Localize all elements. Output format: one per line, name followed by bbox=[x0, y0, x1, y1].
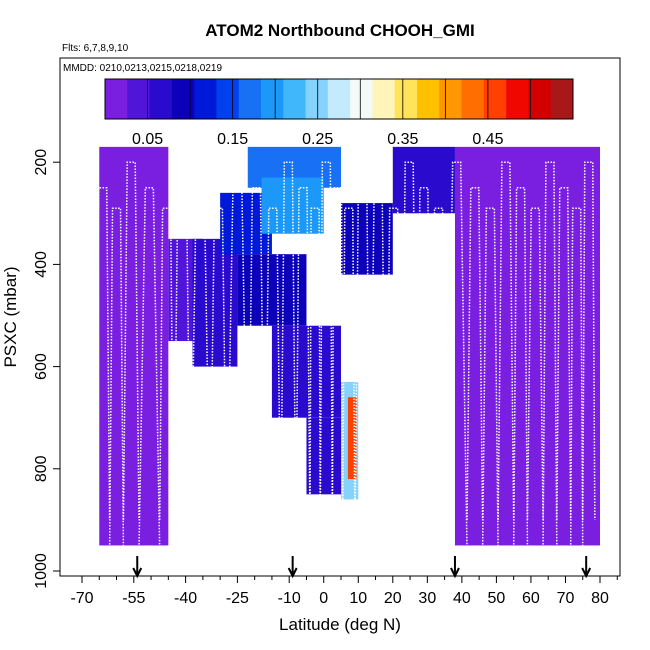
flight-profile-trace bbox=[400, 161, 418, 520]
colorbar-swatch bbox=[550, 79, 574, 119]
heatmap-cell bbox=[271, 325, 341, 418]
flight-profile-trace bbox=[369, 187, 387, 520]
flight-profile-trace bbox=[108, 207, 125, 551]
colorbar-swatch bbox=[238, 79, 262, 119]
flight-profile-trace bbox=[466, 187, 484, 520]
x-tick-label: 0 bbox=[319, 590, 328, 607]
y-tick-label: 600 bbox=[33, 353, 50, 380]
x-axis-label: Latitude (deg N) bbox=[279, 615, 401, 634]
y-tick-label: 200 bbox=[33, 149, 50, 176]
colorbar-swatch bbox=[528, 79, 552, 119]
x-tick-label: 80 bbox=[591, 590, 609, 607]
flight-profile-trace bbox=[481, 207, 499, 551]
colorbar-ticks: 0.05 0.15 0.25 0.35 0.45 bbox=[132, 131, 504, 148]
x-tick-label: -25 bbox=[226, 590, 249, 607]
section-arrows bbox=[132, 556, 592, 579]
x-axis: -70 -55 -40 -25 -10 0 10 20 30 40 50 60 70 80 bbox=[70, 576, 618, 607]
chart-title: ATOM2 Northbound CHOOH_GMI bbox=[205, 21, 474, 40]
flight-profile-trace bbox=[526, 207, 544, 520]
flight-profile-trace bbox=[190, 187, 211, 520]
colorbar-border bbox=[104, 78, 574, 120]
colorbar-swatch bbox=[216, 79, 240, 119]
x-tick-label: -70 bbox=[70, 590, 93, 607]
flight-profile-trace bbox=[512, 187, 529, 551]
flight-profile-trace bbox=[556, 187, 572, 520]
x-tick-label: 40 bbox=[453, 590, 471, 607]
flight-profile-trace bbox=[158, 207, 175, 520]
colorbar-swatch bbox=[305, 79, 329, 119]
colorbar-swatch bbox=[194, 79, 217, 119]
flight-profile-trace bbox=[295, 187, 311, 520]
flight-profile-trace bbox=[247, 187, 266, 551]
flight-profile-trace bbox=[309, 207, 322, 551]
flight-profile-trace bbox=[86, 161, 97, 551]
colorbar-swatch bbox=[417, 79, 440, 119]
colorbar-swatch bbox=[439, 79, 463, 119]
y-tick-label: 1000 bbox=[33, 553, 50, 589]
colorbar-swatch bbox=[461, 79, 485, 119]
flights-label: Flts: 6,7,8,9,10 bbox=[62, 43, 129, 54]
colorbar-swatch bbox=[372, 79, 396, 119]
heatmap-cell bbox=[347, 397, 357, 480]
x-tick-label: 10 bbox=[349, 590, 367, 607]
colorbar-swatch bbox=[171, 79, 195, 119]
colorbar-swatch bbox=[127, 79, 151, 119]
colorbar-swatch bbox=[483, 79, 507, 119]
colorbar-swatch bbox=[506, 79, 529, 119]
heatmap-cell bbox=[306, 417, 341, 495]
dates-label: MMDD: 0210,0213,0215,0218,0219 bbox=[63, 63, 222, 74]
section-arrow bbox=[287, 556, 298, 579]
flight-profile-trace bbox=[569, 207, 584, 551]
plot-frame bbox=[59, 57, 621, 577]
y-axis-label: PSXC (mbar) bbox=[1, 266, 20, 367]
y-tick-label: 400 bbox=[33, 251, 50, 278]
x-tick-label: 20 bbox=[384, 590, 402, 607]
heatmap bbox=[99, 146, 600, 546]
section-arrow bbox=[581, 556, 592, 579]
heatmap-cell bbox=[99, 146, 169, 546]
x-tick-label: 50 bbox=[488, 590, 506, 607]
colorbar-swatch bbox=[327, 79, 351, 119]
x-tick-label: 60 bbox=[522, 590, 540, 607]
section-arrow bbox=[132, 556, 143, 579]
flight-profile-trace bbox=[209, 207, 228, 551]
flight-profiles bbox=[86, 161, 596, 551]
colorbar-tick-label: 0.05 bbox=[132, 131, 163, 148]
heatmap-cell bbox=[237, 254, 307, 326]
colorbar-tick-label: 0.25 bbox=[302, 131, 333, 148]
heatmap-cell bbox=[392, 146, 455, 214]
y-tick-label: 800 bbox=[33, 455, 50, 482]
flight-profile-trace bbox=[172, 161, 192, 551]
x-tick-label: -55 bbox=[122, 590, 145, 607]
colorbar-swatch bbox=[261, 79, 284, 119]
x-tick-label: -40 bbox=[174, 590, 197, 607]
flight-profile-trace bbox=[264, 207, 282, 520]
flight-profile-trace bbox=[430, 207, 448, 520]
y-axis: 200 400 600 800 1000 bbox=[33, 149, 60, 589]
flight-profile-trace bbox=[341, 207, 356, 520]
colorbar-tick-label: 0.45 bbox=[472, 131, 503, 148]
colorbar-swatch bbox=[350, 79, 373, 119]
colorbar-tick-label: 0.15 bbox=[217, 131, 248, 148]
flight-profile-trace bbox=[95, 187, 111, 520]
flight-profile-trace bbox=[138, 187, 161, 551]
heatmap-cell bbox=[341, 203, 393, 275]
x-tick-label: -10 bbox=[278, 590, 301, 607]
colorbar-tick-label: 0.35 bbox=[387, 131, 418, 148]
colorbar-swatch bbox=[283, 79, 307, 119]
colorbar-swatch bbox=[105, 79, 128, 119]
colorbar-swatch bbox=[394, 79, 418, 119]
colorbar-swatch bbox=[149, 79, 173, 119]
flight-profile-trace bbox=[416, 187, 432, 551]
colorbar bbox=[104, 78, 574, 120]
flight-profile-trace bbox=[331, 187, 344, 551]
x-tick-label: 30 bbox=[418, 590, 436, 607]
section-arrow bbox=[450, 556, 460, 579]
x-tick-label: 70 bbox=[557, 590, 575, 607]
heatmap-cell bbox=[454, 146, 600, 546]
flight-profile-trace bbox=[385, 207, 403, 551]
